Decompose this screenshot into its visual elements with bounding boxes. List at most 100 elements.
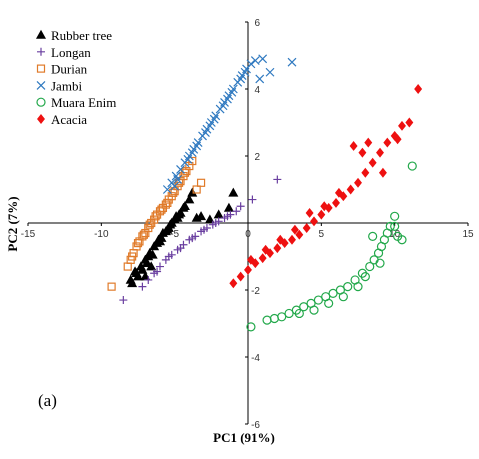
data-point bbox=[211, 219, 220, 227]
data-point bbox=[277, 312, 287, 322]
y-tick-label: 2 bbox=[254, 152, 260, 163]
data-point bbox=[354, 177, 362, 188]
data-point bbox=[157, 205, 166, 214]
data-point bbox=[334, 187, 343, 198]
data-point bbox=[364, 137, 373, 148]
data-point bbox=[209, 114, 219, 124]
legend-label: Muara Enim bbox=[51, 95, 116, 110]
data-point bbox=[205, 121, 215, 131]
x-tick-label: 10 bbox=[389, 229, 401, 240]
data-point bbox=[143, 251, 154, 261]
data-point bbox=[295, 229, 304, 240]
data-point bbox=[146, 261, 157, 271]
data-point bbox=[196, 211, 207, 221]
data-point bbox=[383, 137, 392, 148]
data-point bbox=[317, 209, 326, 220]
data-point bbox=[176, 164, 185, 174]
x-tick-label: 5 bbox=[319, 229, 325, 240]
data-point bbox=[310, 216, 318, 227]
data-point bbox=[227, 87, 237, 97]
legend-label: Durian bbox=[51, 62, 88, 77]
legend-label: Rubber tree bbox=[51, 28, 112, 43]
data-point bbox=[305, 207, 314, 218]
legend-item: Acacia bbox=[37, 112, 87, 127]
data-point bbox=[358, 147, 367, 158]
data-point bbox=[294, 308, 304, 319]
data-point bbox=[246, 322, 256, 332]
legend-label: Longan bbox=[51, 45, 91, 60]
x-tick-label: -15 bbox=[21, 229, 36, 240]
data-point bbox=[232, 207, 241, 216]
data-point bbox=[187, 148, 197, 158]
data-point bbox=[169, 188, 178, 197]
data-point bbox=[248, 195, 257, 204]
data-point bbox=[265, 67, 275, 77]
data-point bbox=[299, 302, 309, 312]
data-point bbox=[154, 236, 166, 246]
data-point bbox=[276, 234, 285, 245]
x-tick-label: 0 bbox=[245, 229, 251, 240]
data-point bbox=[255, 74, 265, 84]
x-tick-label: -10 bbox=[94, 229, 109, 240]
x-axis-title: PC1 (91%) bbox=[213, 430, 275, 445]
data-point bbox=[343, 282, 353, 292]
data-point bbox=[258, 54, 268, 64]
y-tick-label: -2 bbox=[251, 286, 260, 297]
data-point bbox=[229, 278, 238, 289]
data-point bbox=[125, 274, 136, 284]
data-point bbox=[290, 224, 299, 235]
series-longan bbox=[119, 175, 282, 305]
data-point bbox=[273, 243, 282, 254]
legend-item: Durian bbox=[36, 62, 88, 77]
axes-layer: -15 -10 -5 0 5 10 15 -6 -4 -2 2 4 6 bbox=[21, 18, 474, 431]
data-point bbox=[204, 214, 215, 224]
y-axis-title: PC2 (7%) bbox=[5, 196, 20, 251]
data-point bbox=[236, 271, 245, 282]
data-point bbox=[128, 252, 137, 261]
data-point bbox=[375, 258, 385, 268]
data-point bbox=[133, 239, 143, 248]
series-acacia bbox=[229, 84, 423, 289]
legend-marker bbox=[36, 64, 46, 73]
data-point bbox=[213, 209, 224, 219]
data-point bbox=[223, 212, 232, 221]
data-point bbox=[365, 261, 375, 272]
data-point bbox=[378, 167, 387, 178]
data-point bbox=[338, 292, 348, 302]
data-point bbox=[309, 305, 319, 315]
data-point bbox=[141, 257, 152, 267]
data-point bbox=[107, 282, 116, 291]
legend-marker bbox=[37, 114, 45, 124]
data-point bbox=[192, 185, 201, 194]
data-point bbox=[163, 222, 174, 232]
data-point bbox=[261, 244, 270, 255]
data-point bbox=[368, 231, 378, 241]
legend-marker bbox=[35, 29, 47, 39]
data-point bbox=[178, 202, 189, 212]
data-point bbox=[393, 134, 402, 145]
legend-item: Longan bbox=[37, 45, 91, 60]
data-point bbox=[218, 101, 228, 111]
data-point bbox=[172, 212, 183, 222]
data-point bbox=[183, 154, 193, 164]
data-point bbox=[240, 67, 250, 77]
panel-label: (a) bbox=[38, 391, 57, 410]
data-point bbox=[130, 266, 141, 276]
data-point bbox=[313, 295, 323, 305]
x-tick-label: 15 bbox=[462, 229, 474, 240]
data-point bbox=[163, 198, 172, 207]
data-point bbox=[201, 128, 210, 137]
data-point bbox=[223, 202, 234, 212]
data-point bbox=[184, 194, 195, 204]
data-point bbox=[368, 157, 377, 168]
data-point bbox=[288, 234, 296, 245]
data-point bbox=[407, 161, 417, 171]
data-point bbox=[302, 223, 311, 233]
legend-item: Muara Enim bbox=[36, 95, 116, 110]
data-points-layer bbox=[107, 54, 423, 332]
data-point bbox=[173, 175, 183, 184]
series-durian bbox=[107, 156, 206, 291]
data-point bbox=[151, 212, 160, 221]
y-tick-label: 4 bbox=[254, 85, 260, 96]
